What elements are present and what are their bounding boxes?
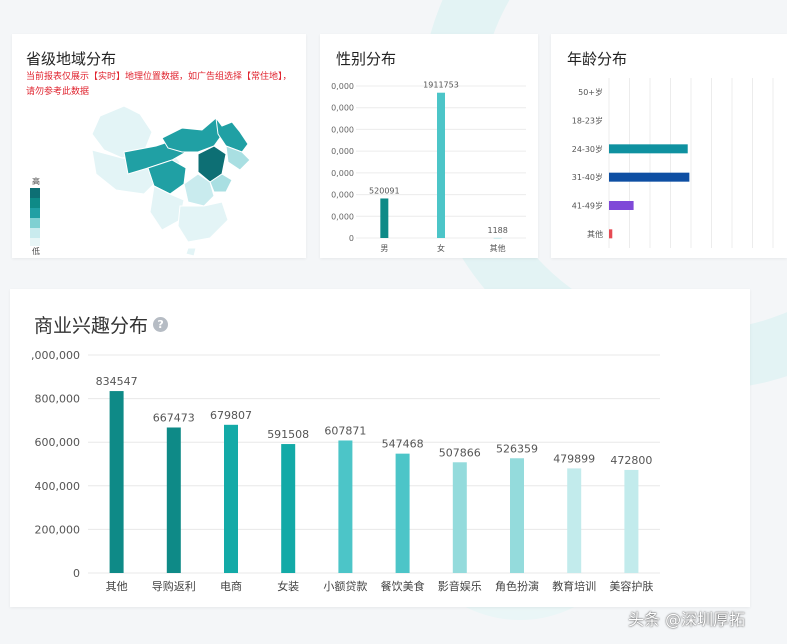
bar-24-30岁 — [609, 144, 688, 154]
map-legend: 高 低 — [30, 176, 40, 256]
y-tick-label: 200,000 — [35, 523, 81, 536]
y-tick-label: 0,000 — [331, 125, 354, 134]
y-tick-label: 31-40岁 — [572, 172, 603, 182]
data-label: 1911753 — [423, 81, 459, 90]
x-tick-label: 美容护肤 — [609, 579, 653, 593]
interest-distribution-card: 商业兴趣分布 ? 0 200,000 400,000 600,000 800,000 ,0… — [10, 289, 750, 607]
bar-导购返利 — [166, 427, 181, 573]
y-tick-label: 0,000 — [331, 147, 354, 156]
y-tick-label: 600,000 — [35, 436, 81, 449]
data-label: 520091 — [369, 186, 400, 195]
bar-女装 — [281, 444, 296, 573]
x-tick-label: 男 — [380, 244, 388, 253]
data-label: 479899 — [553, 452, 595, 465]
interest-card-header: 商业兴趣分布 ? — [34, 311, 169, 338]
legend-high-label: 高 — [32, 176, 40, 186]
bar-教育培训 — [567, 468, 582, 573]
bar-41-49岁 — [609, 201, 634, 210]
data-label: 1188 — [487, 226, 507, 235]
data-label: 472800 — [610, 454, 652, 467]
gender-distribution-card: 性别分布 0 0,000 0,000 0,000 0,000 0,000 0,000 0,00… — [320, 34, 538, 258]
x-tick-label: 其他 — [106, 580, 128, 593]
region-hainan[interactable] — [185, 247, 197, 257]
region-inner-mongolia[interactable] — [161, 117, 225, 153]
age-card-title: 年龄分布 — [567, 50, 628, 68]
interest-chart: 0 200,000 400,000 600,000 800,000 ,000,000 834… — [31, 349, 660, 593]
province-distribution-card: 省级地域分布 当前报表仅展示【实时】地理位置数据，如广告组选择【常住地】，请勿参… — [12, 34, 306, 258]
y-tick-label: ,000,000 — [31, 349, 80, 362]
y-tick-label: 400,000 — [35, 480, 81, 493]
bar-其他 — [109, 391, 124, 573]
region-heilongjiang[interactable] — [215, 116, 249, 153]
y-tick-label: 0,000 — [331, 212, 354, 221]
y-tick-label: 其他 — [587, 229, 603, 239]
y-tick-label: 0 — [73, 567, 80, 580]
china-map: 高 低 — [30, 105, 251, 257]
x-tick-label: 角色扮演 — [495, 579, 539, 593]
legend-swatch — [30, 228, 40, 238]
x-tick-label: 教育培训 — [552, 579, 596, 593]
bar-角色扮演 — [510, 458, 524, 573]
x-tick-label: 导购返利 — [152, 579, 196, 593]
region-south[interactable] — [177, 201, 229, 243]
legend-swatch — [30, 198, 40, 208]
help-icon[interactable]: ? — [153, 317, 169, 332]
bar-31-40岁 — [609, 172, 690, 182]
data-label: 679807 — [210, 409, 252, 422]
x-tick-label: 影音娱乐 — [438, 579, 482, 593]
bar-男 — [380, 198, 389, 238]
map-regions — [91, 105, 251, 257]
x-tick-label: 电商 — [220, 579, 242, 593]
interest-card-title: 商业兴趣分布 — [34, 315, 149, 337]
bar-女 — [437, 92, 445, 238]
y-tick-label: 41-49岁 — [572, 201, 603, 211]
bar-其他 — [493, 237, 502, 239]
age-distribution-card: 年龄分布 50+岁 18-23岁 24-30岁 31-40岁 41-49岁其他 — [551, 34, 787, 258]
y-tick-label: 0,000 — [331, 82, 354, 91]
legend-low-label: 低 — [32, 246, 40, 256]
legend-swatch — [30, 188, 40, 198]
data-label: 607871 — [324, 424, 366, 437]
legend-swatch — [30, 238, 40, 246]
data-label: 507866 — [439, 446, 481, 459]
x-tick-label: 女装 — [277, 579, 299, 593]
y-tick-label: 18-23岁 — [572, 116, 603, 126]
legend-swatch — [30, 208, 40, 218]
x-tick-label: 餐饮美食 — [381, 579, 425, 593]
data-label: 526359 — [496, 442, 538, 455]
gender-chart: 0 0,000 0,000 0,000 0,000 0,000 0,000 0,000 5200… — [331, 81, 526, 253]
x-tick-label: 女 — [437, 243, 445, 253]
x-tick-label: 其他 — [490, 243, 506, 253]
region-jilin-liaoning[interactable] — [225, 145, 251, 171]
y-tick-label: 0,000 — [331, 191, 354, 200]
y-tick-label: 24-30岁 — [572, 144, 603, 154]
data-label: 667473 — [153, 411, 195, 424]
x-tick-label: 小额贷款 — [323, 579, 367, 593]
realtime-notice: 当前报表仅展示【实时】地理位置数据，如广告组选择【常住地】，请勿参考此数据 — [26, 72, 292, 97]
y-tick-label: 0,000 — [331, 169, 354, 178]
watermark: 头条 @深圳厚拓 — [628, 610, 746, 629]
data-label: 834547 — [96, 375, 138, 388]
bar-美容护肤 — [624, 469, 639, 573]
data-label: 591508 — [267, 428, 309, 441]
region-shandong[interactable] — [209, 173, 233, 193]
y-tick-label: 50+岁 — [578, 87, 603, 97]
y-tick-label: 800,000 — [35, 393, 81, 406]
y-tick-label: 0 — [349, 234, 354, 243]
bar-小额贷款 — [338, 440, 353, 573]
bar-电商 — [224, 424, 238, 573]
data-label: 547468 — [382, 438, 424, 451]
region-central[interactable] — [183, 173, 215, 207]
bar-餐饮美食 — [395, 453, 410, 573]
legend-swatch — [30, 218, 40, 228]
gender-card-title: 性别分布 — [336, 50, 397, 68]
province-card-title: 省级地域分布 — [26, 50, 117, 68]
y-tick-label: 0,000 — [331, 104, 354, 113]
bar-影音娱乐 — [452, 462, 467, 573]
bar-其他 — [609, 229, 613, 239]
